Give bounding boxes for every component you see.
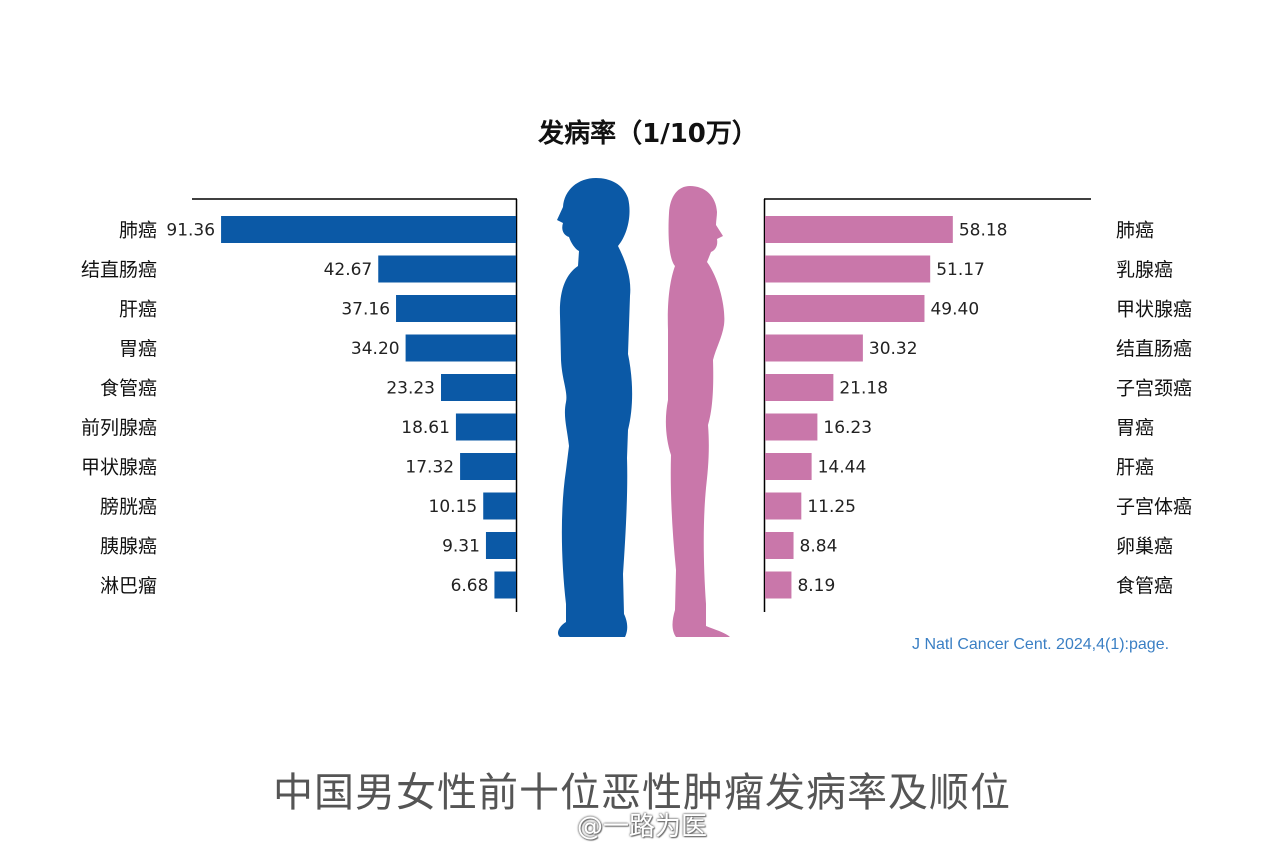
female-value-label: 58.18 xyxy=(959,221,1008,241)
male-category-label: 胰腺癌 xyxy=(100,536,157,558)
male-bar xyxy=(460,453,516,480)
female-value-label: 14.44 xyxy=(818,458,867,478)
female-category-label: 肺癌 xyxy=(1116,220,1154,242)
caption: 中国男女性前十位恶性肿瘤发病率及顺位 xyxy=(273,770,1011,816)
watermark: @一路为医 xyxy=(576,812,707,842)
male-category-label: 甲状腺癌 xyxy=(81,457,157,479)
male-bars: 91.36 肺癌 42.67 结直肠癌 37.16 肝癌 34.20 胃癌 23.23 食管癌 18… xyxy=(81,216,516,599)
male-category-label: 前列腺癌 xyxy=(81,417,157,439)
male-category-label: 食管癌 xyxy=(100,378,157,400)
female-category-label: 肝癌 xyxy=(1116,457,1154,479)
female-bar xyxy=(765,374,834,401)
male-value-label: 37.16 xyxy=(341,300,390,320)
female-value-label: 30.32 xyxy=(869,339,918,359)
male-bar xyxy=(396,295,516,322)
male-category-label: 胃癌 xyxy=(119,338,157,360)
male-value-label: 6.68 xyxy=(451,576,489,596)
male-bar xyxy=(483,492,516,520)
female-bar xyxy=(765,216,953,243)
male-value-label: 91.36 xyxy=(166,221,215,241)
male-value-label: 42.67 xyxy=(324,260,373,280)
female-value-label: 8.19 xyxy=(797,576,835,596)
male-bar xyxy=(455,413,516,441)
male-value-label: 18.61 xyxy=(401,418,450,438)
female-bar xyxy=(765,492,802,520)
male-category-label: 结直肠癌 xyxy=(81,259,157,281)
male-bar xyxy=(494,571,516,599)
male-silhouette-icon xyxy=(557,178,633,637)
male-value-label: 10.15 xyxy=(429,497,478,517)
male-value-label: 34.20 xyxy=(351,339,400,359)
male-bar xyxy=(221,216,516,243)
female-category-label: 子宫体癌 xyxy=(1116,496,1192,518)
male-category-label: 膀胱癌 xyxy=(100,496,157,518)
female-value-label: 11.25 xyxy=(807,497,856,517)
female-category-label: 卵巢癌 xyxy=(1116,536,1173,558)
male-value-label: 9.31 xyxy=(442,537,480,557)
female-value-label: 8.84 xyxy=(800,537,838,557)
female-value-label: 21.18 xyxy=(839,379,888,399)
female-value-label: 51.17 xyxy=(936,260,985,280)
female-category-label: 结直肠癌 xyxy=(1116,338,1192,360)
female-category-label: 乳腺癌 xyxy=(1116,259,1173,281)
chart-title: 发病率（1/10万） xyxy=(537,118,758,149)
male-bar xyxy=(405,334,516,362)
source-citation: J Natl Cancer Cent. 2024,4(1):page. xyxy=(912,636,1170,653)
female-bar xyxy=(765,255,931,283)
male-bar xyxy=(441,374,516,401)
female-value-label: 16.23 xyxy=(823,418,872,438)
female-category-label: 食管癌 xyxy=(1116,575,1173,597)
male-category-label: 淋巴瘤 xyxy=(100,575,157,597)
female-bar xyxy=(765,453,812,480)
female-bar xyxy=(765,571,792,599)
female-bar xyxy=(765,413,818,441)
male-bar xyxy=(378,255,516,283)
female-bars: 58.18 肺癌 51.17 乳腺癌 49.40 甲状腺癌 30.32 结直肠癌 21.18 子宫… xyxy=(765,216,1192,599)
male-value-label: 17.32 xyxy=(405,458,454,478)
female-silhouette-icon xyxy=(665,186,730,637)
female-bar xyxy=(765,532,794,559)
female-category-label: 胃癌 xyxy=(1116,417,1154,439)
female-bar xyxy=(765,295,925,322)
male-category-label: 肝癌 xyxy=(119,299,157,321)
female-value-label: 49.40 xyxy=(930,300,979,320)
male-bar xyxy=(485,532,516,559)
female-category-label: 甲状腺癌 xyxy=(1116,299,1192,321)
female-bar xyxy=(765,334,863,362)
male-value-label: 23.23 xyxy=(386,379,435,399)
female-category-label: 子宫颈癌 xyxy=(1116,378,1192,400)
male-category-label: 肺癌 xyxy=(119,220,157,242)
